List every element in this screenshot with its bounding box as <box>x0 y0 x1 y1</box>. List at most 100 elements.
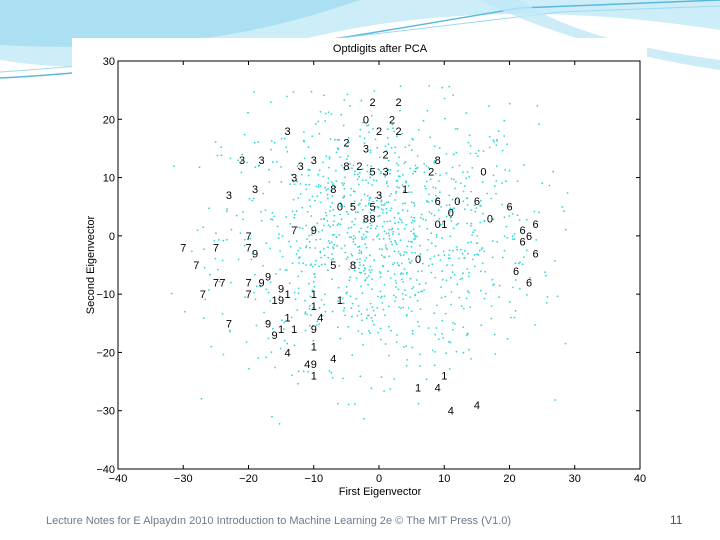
scatter-point <box>390 207 393 210</box>
scatter-point <box>529 276 531 279</box>
scatter-point <box>230 228 233 231</box>
scatter-point <box>298 226 301 229</box>
scatter-point <box>366 124 368 127</box>
digit-label: 9 <box>311 359 317 371</box>
scatter-point <box>383 230 386 233</box>
scatter-point <box>412 228 415 231</box>
scatter-point <box>448 85 451 88</box>
scatter-point <box>373 323 375 326</box>
scatter-point <box>279 250 281 252</box>
scatter-point <box>326 197 329 200</box>
scatter-point <box>447 257 450 260</box>
scatter-point <box>371 184 374 186</box>
scatter-point <box>365 179 367 182</box>
scatter-point <box>374 206 377 208</box>
scatter-point <box>328 242 331 245</box>
scatter-point <box>369 254 371 257</box>
scatter-point <box>460 305 463 308</box>
scatter-point <box>269 281 272 284</box>
scatter-point <box>372 127 374 130</box>
scatter-point <box>450 178 453 180</box>
scatter-point <box>373 259 376 261</box>
scatter-point <box>450 303 452 306</box>
scatter-point <box>362 221 365 224</box>
scatter-point <box>433 160 436 162</box>
scatter-point <box>308 282 310 285</box>
scatter-point <box>347 227 350 230</box>
scatter-point <box>214 257 217 260</box>
scatter-point <box>361 168 364 171</box>
scatter-point <box>368 269 371 271</box>
scatter-point <box>293 344 296 347</box>
scatter-point <box>437 338 440 340</box>
scatter-point <box>456 127 459 130</box>
scatter-point <box>383 283 386 286</box>
scatter-point <box>241 153 244 156</box>
scatter-point <box>400 254 402 257</box>
scatter-point <box>414 164 417 167</box>
digit-label: 3 <box>285 126 291 138</box>
scatter-point <box>331 310 334 313</box>
digit-label: 0 <box>435 219 441 231</box>
scatter-point <box>431 200 434 202</box>
digit-label: 1 <box>441 371 447 383</box>
scatter-point <box>303 157 306 160</box>
digit-label: 6 <box>519 225 525 237</box>
scatter-point <box>273 141 276 144</box>
scatter-point <box>483 297 486 300</box>
scatter-point <box>365 317 368 320</box>
scatter-point <box>299 256 301 258</box>
scatter-point <box>366 231 369 233</box>
scatter-point <box>378 248 381 250</box>
scatter-point <box>240 171 243 174</box>
scatter-point <box>419 217 422 219</box>
scatter-point <box>405 223 408 226</box>
scatter-point <box>362 343 364 346</box>
scatter-point <box>251 199 254 202</box>
scatter-point <box>379 338 382 341</box>
scatter-point <box>473 204 476 207</box>
scatter-point <box>310 314 312 317</box>
scatter-point <box>470 190 473 193</box>
scatter-point <box>207 289 210 291</box>
scatter-point <box>460 248 462 251</box>
scatter-point <box>342 377 344 380</box>
scatter-point <box>351 254 354 257</box>
digit-label: 3 <box>252 184 258 196</box>
scatter-point <box>505 225 508 228</box>
scatter-point <box>393 273 396 276</box>
digit-label: 7 <box>245 289 251 301</box>
scatter-point <box>388 255 391 258</box>
digit-label: 6 <box>474 196 480 208</box>
scatter-point <box>291 262 294 265</box>
scatter-point <box>358 175 361 178</box>
scatter-point <box>439 224 442 226</box>
scatter-point <box>366 308 368 311</box>
scatter-point <box>257 357 260 359</box>
scatter-point <box>354 218 357 220</box>
scatter-point <box>328 157 331 160</box>
scatter-point <box>451 264 454 267</box>
scatter-point <box>424 219 427 222</box>
scatter-point <box>405 181 407 184</box>
scatter-point <box>408 191 410 194</box>
scatter-point <box>474 210 477 213</box>
scatter-point <box>323 94 325 97</box>
scatter-point <box>384 145 387 148</box>
digit-label: 9 <box>278 283 284 295</box>
scatter-point <box>286 342 288 345</box>
scatter-point <box>480 289 482 292</box>
scatter-point <box>309 169 311 172</box>
digit-label: 1 <box>291 324 297 336</box>
scatter-point <box>453 178 455 181</box>
scatter-point <box>338 264 341 267</box>
scatter-point <box>402 272 405 275</box>
scatter-point <box>428 211 431 213</box>
scatter-point <box>488 146 491 149</box>
scatter-point <box>364 243 366 246</box>
scatter-point <box>324 120 327 122</box>
scatter-point <box>429 178 432 181</box>
scatter-point <box>497 130 500 133</box>
scatter-point <box>327 182 329 184</box>
scatter-point <box>523 164 525 166</box>
